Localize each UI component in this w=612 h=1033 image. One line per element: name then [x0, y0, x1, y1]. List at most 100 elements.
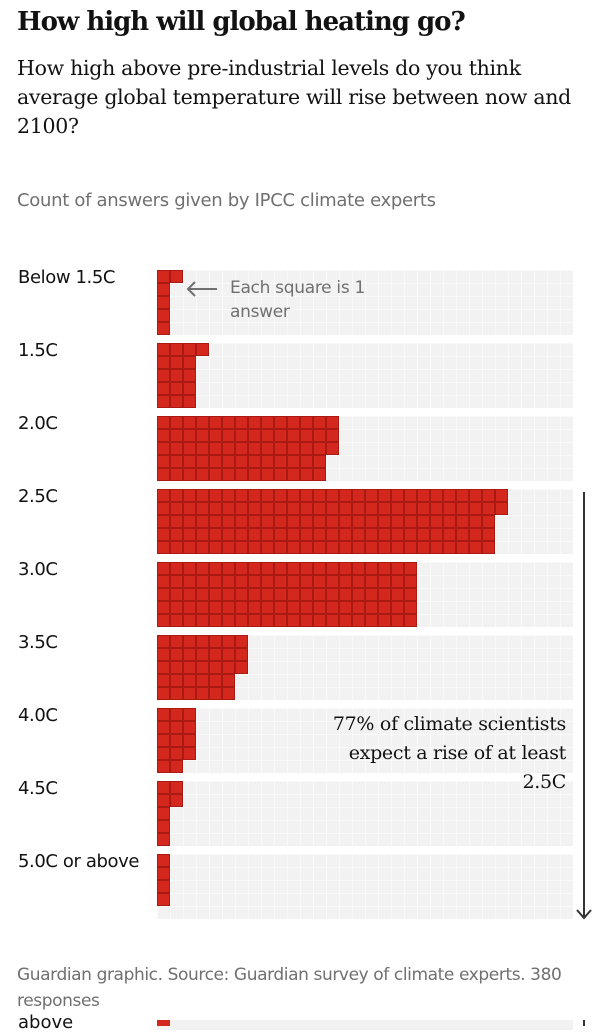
answer-square	[443, 502, 456, 515]
answer-square	[287, 416, 300, 429]
answer-square	[222, 562, 235, 575]
answer-square	[157, 794, 170, 807]
answer-square	[287, 601, 300, 614]
answer-square	[157, 614, 170, 627]
answer-square	[274, 429, 287, 442]
answer-square	[209, 575, 222, 588]
answer-square	[365, 562, 378, 575]
answer-square	[404, 489, 417, 502]
answer-square	[378, 541, 391, 554]
answer-square	[443, 541, 456, 554]
answer-square	[339, 614, 352, 627]
answer-square	[170, 502, 183, 515]
answer-square	[365, 515, 378, 528]
answer-square	[456, 528, 469, 541]
answer-square	[352, 588, 365, 601]
answer-square	[170, 515, 183, 528]
answer-square	[287, 502, 300, 515]
answer-square	[326, 429, 339, 442]
answer-square	[157, 541, 170, 554]
answer-square	[183, 502, 196, 515]
bar-track	[157, 708, 573, 773]
answer-square	[222, 429, 235, 442]
answer-square	[157, 343, 170, 356]
answer-square	[248, 562, 261, 575]
answer-square	[157, 760, 170, 773]
answer-square	[222, 455, 235, 468]
answer-square	[157, 833, 170, 846]
answer-square	[196, 489, 209, 502]
answer-square	[287, 429, 300, 442]
answer-square	[157, 416, 170, 429]
answer-square	[417, 528, 430, 541]
answer-square	[157, 601, 170, 614]
answer-square	[157, 661, 170, 674]
answer-square	[222, 614, 235, 627]
answer-square	[274, 541, 287, 554]
answer-square	[313, 614, 326, 627]
answer-square	[196, 429, 209, 442]
answer-square	[157, 468, 170, 481]
answer-square	[248, 515, 261, 528]
answer-square	[248, 588, 261, 601]
answer-square	[235, 429, 248, 442]
answer-square	[339, 562, 352, 575]
answer-square	[378, 515, 391, 528]
answer-square	[404, 588, 417, 601]
clipped-row-label: above	[18, 1012, 74, 1033]
answer-square	[157, 270, 170, 283]
answer-square	[196, 502, 209, 515]
answer-square	[326, 442, 339, 455]
answer-square	[339, 601, 352, 614]
answer-square	[235, 489, 248, 502]
answer-square	[469, 515, 482, 528]
row-label: 2.0C	[18, 413, 58, 434]
answer-square	[287, 489, 300, 502]
answer-square	[170, 382, 183, 395]
answer-square	[222, 588, 235, 601]
answer-square	[157, 807, 170, 820]
answer-square	[209, 429, 222, 442]
answer-square	[170, 635, 183, 648]
answer-square	[404, 614, 417, 627]
answer-square	[261, 455, 274, 468]
answer-square	[157, 528, 170, 541]
answer-square	[157, 674, 170, 687]
answer-square	[196, 416, 209, 429]
answer-square	[378, 502, 391, 515]
answer-square	[248, 502, 261, 515]
answer-square	[196, 661, 209, 674]
answer-square	[404, 515, 417, 528]
answer-square	[209, 455, 222, 468]
answer-square	[157, 820, 170, 833]
answer-square	[339, 528, 352, 541]
answer-square	[274, 562, 287, 575]
answer-square	[352, 562, 365, 575]
answer-square	[313, 502, 326, 515]
each-square-note: Each square is 1 answer	[230, 278, 366, 322]
answer-square	[365, 588, 378, 601]
answer-square	[157, 489, 170, 502]
answer-square	[417, 541, 430, 554]
answer-square	[352, 528, 365, 541]
answer-square	[313, 601, 326, 614]
answer-square	[313, 455, 326, 468]
answer-square	[183, 721, 196, 734]
answer-square	[352, 614, 365, 627]
answer-square	[209, 416, 222, 429]
answer-square	[170, 734, 183, 747]
answer-square	[248, 429, 261, 442]
answer-square	[274, 489, 287, 502]
answer-square	[443, 489, 456, 502]
answer-square	[378, 562, 391, 575]
answer-square	[196, 687, 209, 700]
answer-square	[157, 734, 170, 747]
answer-square	[170, 648, 183, 661]
answer-square	[248, 442, 261, 455]
answer-square	[326, 575, 339, 588]
answer-square	[183, 687, 196, 700]
row-label: 2.5C	[18, 486, 58, 507]
answer-square	[209, 562, 222, 575]
answer-square	[339, 541, 352, 554]
answer-square	[339, 575, 352, 588]
